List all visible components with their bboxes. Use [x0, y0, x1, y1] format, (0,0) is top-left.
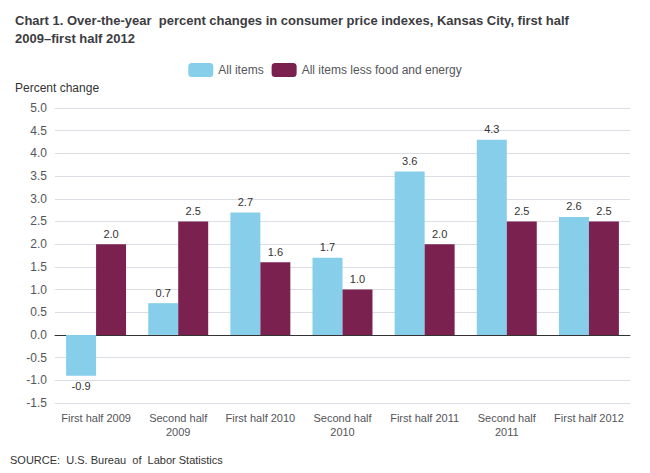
svg-text:-0.5: -0.5 — [26, 351, 47, 365]
svg-text:SOURCE: U.S. Bureau of Labo: SOURCE: U.S. Bureau of Labor Statistics — [10, 454, 223, 466]
svg-text:2.6: 2.6 — [566, 200, 581, 212]
svg-text:0.5: 0.5 — [30, 305, 47, 319]
svg-text:2009: 2009 — [166, 426, 190, 438]
svg-text:-1.0: -1.0 — [26, 373, 47, 387]
svg-text:4.0: 4.0 — [30, 146, 47, 160]
svg-text:Second half: Second half — [149, 412, 208, 424]
svg-text:2.5: 2.5 — [596, 205, 611, 217]
svg-text:Percent change: Percent change — [15, 81, 99, 95]
svg-text:2.5: 2.5 — [186, 205, 201, 217]
svg-text:2010: 2010 — [330, 426, 354, 438]
svg-text:4.5: 4.5 — [30, 124, 47, 138]
svg-text:1.6: 1.6 — [268, 246, 283, 258]
svg-text:1.0: 1.0 — [30, 283, 47, 297]
svg-text:0.0: 0.0 — [30, 328, 47, 342]
svg-text:1.5: 1.5 — [30, 260, 47, 274]
svg-text:4.3: 4.3 — [484, 123, 499, 135]
svg-text:All items less food and energy: All items less food and energy — [302, 63, 462, 77]
svg-text:2.0: 2.0 — [30, 237, 47, 251]
svg-text:1.0: 1.0 — [350, 273, 365, 285]
svg-text:Second half: Second half — [313, 412, 372, 424]
svg-text:First half 2011: First half 2011 — [390, 412, 459, 424]
svg-text:2.7: 2.7 — [238, 196, 253, 208]
svg-text:-0.9: -0.9 — [72, 380, 91, 392]
svg-text:3.5: 3.5 — [30, 169, 47, 183]
svg-text:3.0: 3.0 — [30, 192, 47, 206]
svg-text:2.5: 2.5 — [514, 205, 529, 217]
svg-text:2011: 2011 — [495, 426, 519, 438]
svg-text:5.0: 5.0 — [30, 101, 47, 115]
svg-text:First half 2010: First half 2010 — [226, 412, 296, 424]
svg-text:1.7: 1.7 — [320, 241, 335, 253]
svg-text:Second half: Second half — [478, 412, 537, 424]
svg-text:2.0: 2.0 — [432, 228, 447, 240]
svg-text:3.6: 3.6 — [402, 155, 417, 167]
svg-text:First half 2009: First half 2009 — [61, 412, 131, 424]
svg-text:All items: All items — [218, 63, 263, 77]
svg-text:First half 2012: First half 2012 — [554, 412, 624, 424]
svg-text:Chart 1. Over-the-year percen: Chart 1. Over-the-year percent changes i… — [15, 13, 573, 28]
svg-text:2009–first half 2012: 2009–first half 2012 — [15, 31, 135, 46]
svg-text:2.0: 2.0 — [103, 228, 118, 240]
svg-text:2.5: 2.5 — [30, 214, 47, 228]
svg-text:-1.5: -1.5 — [26, 396, 47, 410]
svg-text:0.7: 0.7 — [156, 287, 171, 299]
